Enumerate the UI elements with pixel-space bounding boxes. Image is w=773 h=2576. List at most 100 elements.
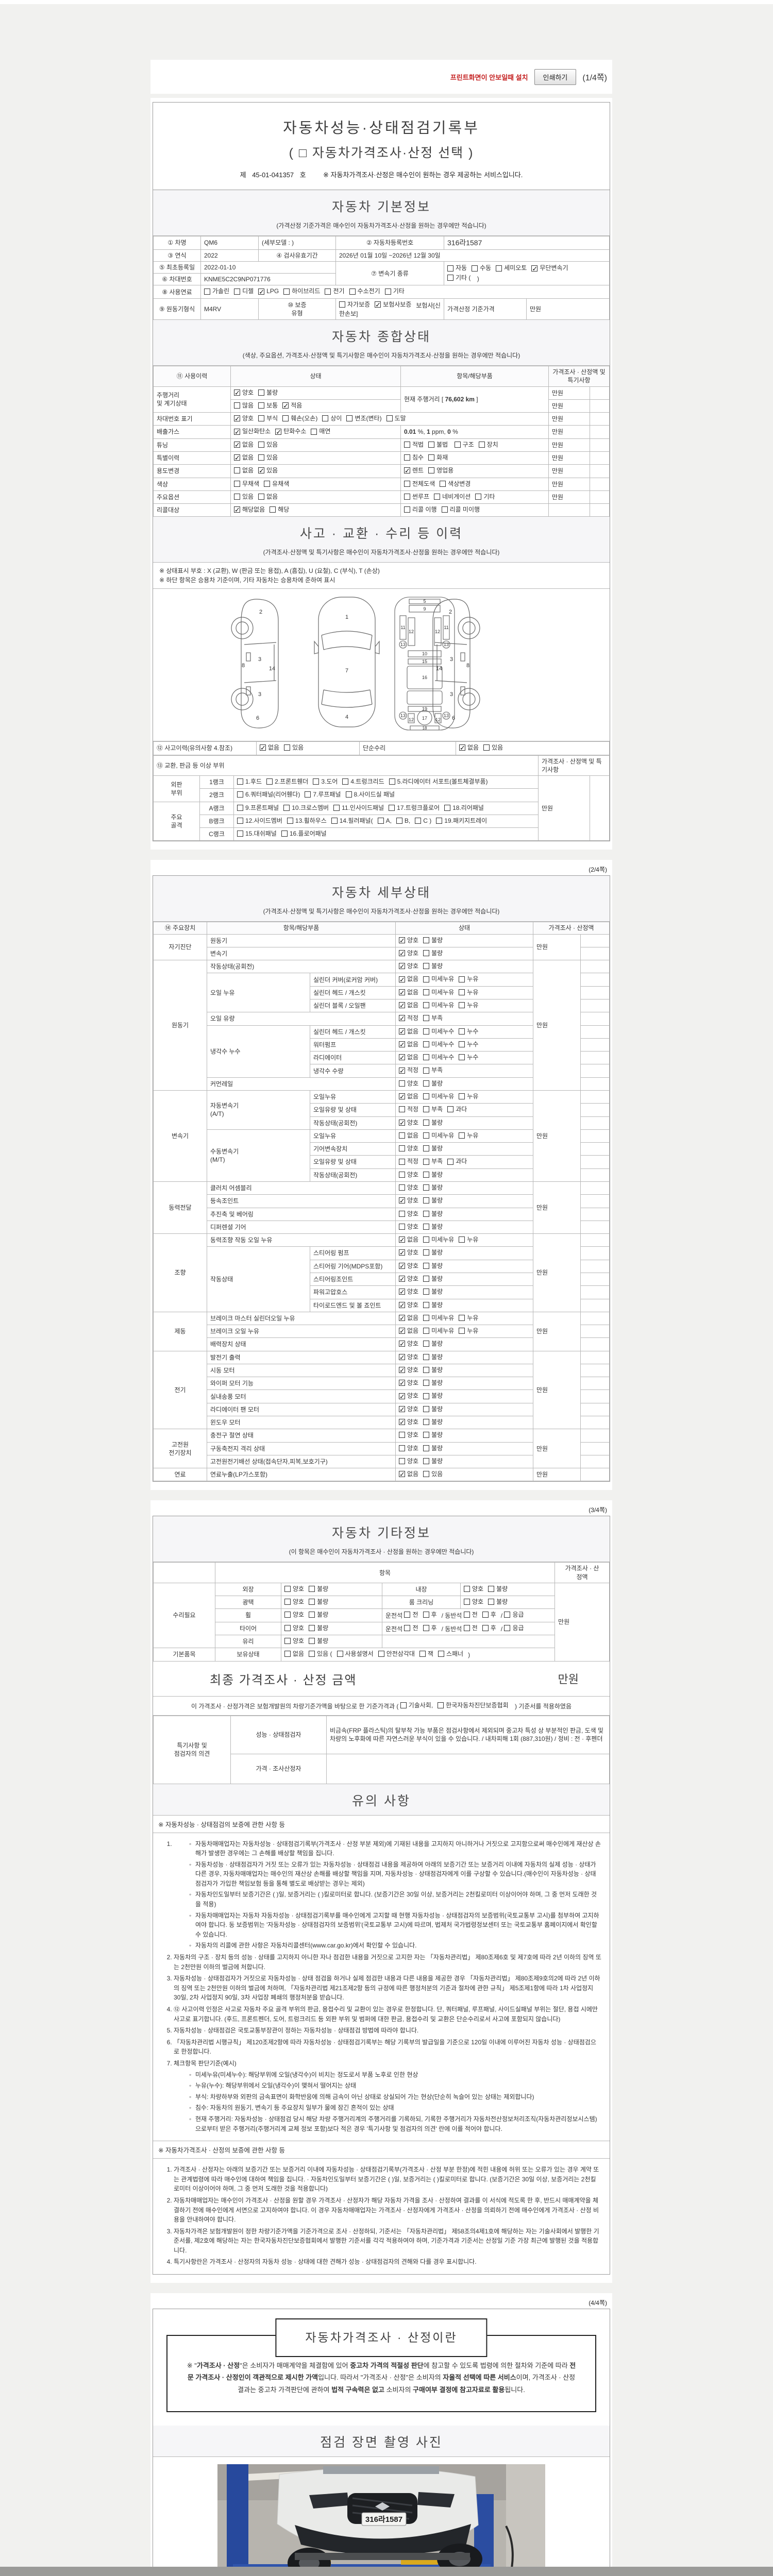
checkbox-option[interactable]: 불량 xyxy=(423,1392,443,1400)
checkbox-option[interactable]: 누수 xyxy=(459,1040,478,1048)
checkbox-option[interactable]: 양호 xyxy=(399,1301,418,1310)
checkbox-option[interactable]: 있음 xyxy=(483,743,503,752)
checkbox-option[interactable]: 양호 xyxy=(399,949,418,958)
checkbox-option[interactable]: 안전삼각대 xyxy=(378,1650,415,1658)
checkbox-option[interactable]: 미세누유 xyxy=(423,1131,454,1140)
checkbox-option[interactable]: 썬루프 xyxy=(404,493,429,501)
checkbox-option[interactable]: 수소전기 xyxy=(349,287,380,295)
checkbox-option[interactable]: 불량 xyxy=(423,1405,443,1413)
checkbox-option[interactable]: 7.루프패널 xyxy=(305,790,341,799)
checkbox-option[interactable]: 2.프론트휀더 xyxy=(266,777,308,786)
checkbox-option[interactable]: 양호 xyxy=(399,936,418,945)
checkbox-option[interactable]: 있음 xyxy=(234,493,254,501)
checkbox-option[interactable]: 한국자동차진단보증협회 xyxy=(438,1701,509,1710)
checkbox-option[interactable]: 누유 xyxy=(459,988,478,996)
checkbox-option[interactable]: 양호 xyxy=(399,1196,418,1206)
checkbox-option[interactable]: 후 xyxy=(423,1624,437,1632)
checkbox-option[interactable]: 기술사회, xyxy=(400,1701,433,1710)
checkbox-option[interactable]: 13.휠하우스 xyxy=(287,817,327,825)
checkbox-option[interactable]: 후 xyxy=(482,1611,496,1619)
checkbox-option[interactable]: 양호 xyxy=(399,1210,418,1218)
checkbox-option[interactable]: 불량 xyxy=(423,1118,443,1127)
checkbox-option[interactable]: 기타 xyxy=(384,287,405,295)
checkbox-option[interactable]: 누유 xyxy=(459,1235,478,1244)
checkbox-option[interactable]: 없음 xyxy=(399,1470,418,1479)
checkbox-option[interactable]: 미세누유 xyxy=(423,975,454,983)
checkbox-option[interactable]: 없음 xyxy=(399,1027,418,1036)
checkbox-option[interactable]: 불량 xyxy=(309,1585,328,1593)
checkbox-option[interactable]: 불량 xyxy=(309,1624,328,1632)
checkbox-option[interactable]: 유채색 xyxy=(264,480,289,488)
checkbox-option[interactable]: 없음 xyxy=(399,1001,418,1010)
checkbox-option[interactable]: 양호 xyxy=(284,1624,304,1632)
checkbox-option[interactable]: 불량 xyxy=(488,1598,508,1606)
checkbox-option[interactable]: 기타 ( xyxy=(447,274,470,282)
checkbox-option[interactable]: 없음 xyxy=(399,975,418,984)
checkbox-option[interactable]: 9.프론트패널 xyxy=(237,804,279,812)
checkbox-option[interactable]: 불량 xyxy=(423,1223,443,1231)
checkbox-option[interactable]: 해당 xyxy=(270,505,289,514)
checkbox-option[interactable]: 16.플로어패널 xyxy=(281,829,327,838)
checkbox-option[interactable]: 8.사이드실 패널 xyxy=(345,790,395,799)
checkbox-option[interactable]: 1.후드 xyxy=(237,777,262,786)
checkbox-option[interactable]: 양호 xyxy=(399,1431,418,1439)
checkbox-option[interactable]: 불량 xyxy=(423,1457,443,1465)
checkbox-option[interactable]: 전기 xyxy=(325,287,345,295)
checkbox-option[interactable]: 15.대쉬패널 xyxy=(237,829,277,838)
checkbox-option[interactable]: 양호 xyxy=(464,1585,483,1593)
checkbox-option[interactable]: 누수 xyxy=(459,1027,478,1036)
print-install-link[interactable]: 프린트화면이 안보일때 설치 xyxy=(450,73,528,81)
checkbox-option[interactable]: 불량 xyxy=(423,1366,443,1374)
checkbox-option[interactable]: 양호 xyxy=(234,388,254,397)
checkbox-option[interactable]: 미세누유 xyxy=(423,1001,454,1009)
checkbox-option[interactable]: 영업용 xyxy=(428,466,453,474)
checkbox-option[interactable]: 없음 xyxy=(399,1314,418,1323)
checkbox-option[interactable]: 불량 xyxy=(423,1301,443,1309)
checkbox-option[interactable]: 4.트렁크리드 xyxy=(342,777,384,786)
checkbox-option[interactable]: 미세누유 xyxy=(423,1235,454,1244)
checkbox-option[interactable]: 불량 xyxy=(423,1210,443,1218)
checkbox-option[interactable]: 잭 xyxy=(419,1650,433,1658)
checkbox-option[interactable]: 상이 xyxy=(322,414,342,422)
checkbox-option[interactable]: 미세누유 xyxy=(423,988,454,996)
checkbox-option[interactable]: 미세누수 xyxy=(423,1053,454,1061)
checkbox-option[interactable]: 가솔린 xyxy=(204,287,229,295)
checkbox-option[interactable]: 불량 xyxy=(423,1144,443,1153)
checkbox-option[interactable]: 해당없음 xyxy=(234,505,265,515)
checkbox-option[interactable]: A, xyxy=(377,817,392,825)
checkbox-option[interactable]: 6.쿼터패널(리어휀다) xyxy=(237,790,300,799)
checkbox-option[interactable]: 기타 xyxy=(475,493,495,501)
checkbox-option[interactable]: 양호 xyxy=(399,1366,418,1375)
checkbox-option[interactable]: 없음 xyxy=(399,988,418,997)
checkbox-option[interactable]: 없음 xyxy=(399,1235,418,1245)
checkbox-option[interactable]: 있음 xyxy=(258,453,278,462)
checkbox-option[interactable]: 없음 xyxy=(399,1327,418,1336)
checkbox-option[interactable]: 부족 xyxy=(423,1066,443,1074)
checkbox-option[interactable]: 과다 xyxy=(447,1105,467,1113)
checkbox-option[interactable]: 부식 xyxy=(258,414,278,422)
checkbox-option[interactable]: 양호 xyxy=(399,1379,418,1388)
checkbox-option[interactable]: 적정 xyxy=(399,1014,418,1023)
checkbox-option[interactable]: 렌트 xyxy=(404,466,424,476)
checkbox-option[interactable]: 있음 xyxy=(284,743,304,752)
checkbox-option[interactable]: 양호 xyxy=(399,1171,418,1179)
checkbox-option[interactable]: 불량 xyxy=(258,388,278,397)
checkbox-option[interactable]: 불량 xyxy=(423,1353,443,1361)
checkbox-option[interactable]: 없음 xyxy=(234,440,254,449)
checkbox-option[interactable]: 양호 xyxy=(399,1457,418,1465)
checkbox-option[interactable]: 전 xyxy=(404,1611,418,1619)
checkbox-option[interactable]: 누유 xyxy=(459,1327,478,1335)
checkbox-option[interactable]: 양호 xyxy=(399,1392,418,1401)
checkbox-option[interactable]: 없음 xyxy=(260,743,279,753)
checkbox-option[interactable]: B, xyxy=(396,817,410,825)
checkbox-option[interactable]: 양호 xyxy=(399,1287,418,1297)
checkbox-option[interactable]: 적정 xyxy=(399,1105,418,1113)
checkbox-option[interactable]: 양호 xyxy=(399,1118,418,1127)
checkbox-option[interactable]: 사용설명서 xyxy=(337,1650,374,1658)
checkbox-option[interactable]: 불법 xyxy=(428,440,448,449)
checkbox-option[interactable]: 양호 xyxy=(399,1079,418,1088)
checkbox-option[interactable]: 도말 xyxy=(386,414,406,422)
checkbox-option[interactable]: 미세누수 xyxy=(423,1040,454,1048)
checkbox-option[interactable]: 색상변경 xyxy=(440,480,470,488)
checkbox-option[interactable]: 양호 xyxy=(399,1418,418,1427)
